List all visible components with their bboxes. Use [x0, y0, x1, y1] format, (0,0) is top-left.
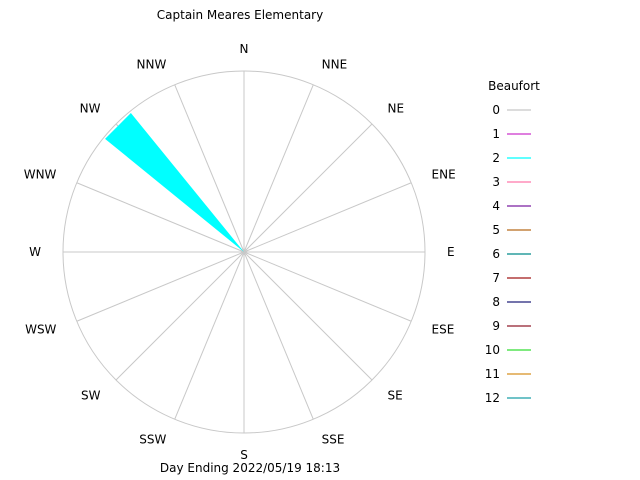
direction-label-ese: ESE [432, 323, 455, 337]
legend-label-1: 1 [492, 127, 500, 141]
chart-title: Captain Meares Elementary [157, 8, 323, 22]
legend-label-2: 2 [492, 151, 500, 165]
petal-nw [105, 113, 245, 253]
legend-label-5: 5 [492, 223, 500, 237]
chart-footer: Day Ending 2022/05/19 18:13 [160, 461, 340, 475]
spoke-se [243, 251, 373, 381]
petals-layer [105, 113, 245, 253]
legend-label-3: 3 [492, 175, 500, 189]
rose-grid [62, 70, 426, 434]
spoke-ene [243, 182, 412, 253]
legend-label-9: 9 [492, 319, 500, 333]
spoke-sse [243, 251, 314, 420]
direction-label-ne: NE [388, 101, 405, 115]
spoke-nne [243, 84, 314, 253]
spoke-wsw [76, 251, 245, 322]
direction-label-ssw: SSW [139, 433, 166, 447]
direction-label-sw: SW [81, 389, 101, 403]
legend-label-7: 7 [492, 271, 500, 285]
direction-label-nw: NW [80, 101, 101, 115]
direction-label-n: N [240, 42, 249, 56]
spoke-wnw [76, 182, 245, 253]
direction-label-nne: NNE [322, 57, 348, 71]
direction-label-se: SE [388, 389, 403, 403]
legend-label-6: 6 [492, 247, 500, 261]
spoke-sw [115, 251, 245, 381]
direction-label-sse: SSE [322, 433, 345, 447]
legend-label-0: 0 [492, 103, 500, 117]
direction-label-ene: ENE [432, 167, 456, 181]
spoke-ese [243, 251, 412, 322]
spoke-nnw [174, 84, 245, 253]
legend-label-11: 11 [485, 367, 500, 381]
spoke-ssw [174, 251, 245, 420]
direction-label-w: W [29, 245, 41, 259]
legend-label-4: 4 [492, 199, 500, 213]
legend-label-12: 12 [485, 391, 500, 405]
spoke-ne [243, 123, 373, 253]
legend-title: Beaufort [488, 79, 540, 93]
direction-label-wsw: WSW [25, 323, 56, 337]
direction-label-wnw: WNW [24, 167, 57, 181]
direction-labels: N NNE NE ENE E ESE SE SSE S SSW SW WSW W WNW NW NNW [24, 42, 456, 462]
legend-label-10: 10 [485, 343, 500, 357]
direction-label-e: E [447, 245, 455, 259]
direction-label-nnw: NNW [136, 57, 166, 71]
direction-label-s: S [240, 448, 248, 462]
legend-label-8: 8 [492, 295, 500, 309]
